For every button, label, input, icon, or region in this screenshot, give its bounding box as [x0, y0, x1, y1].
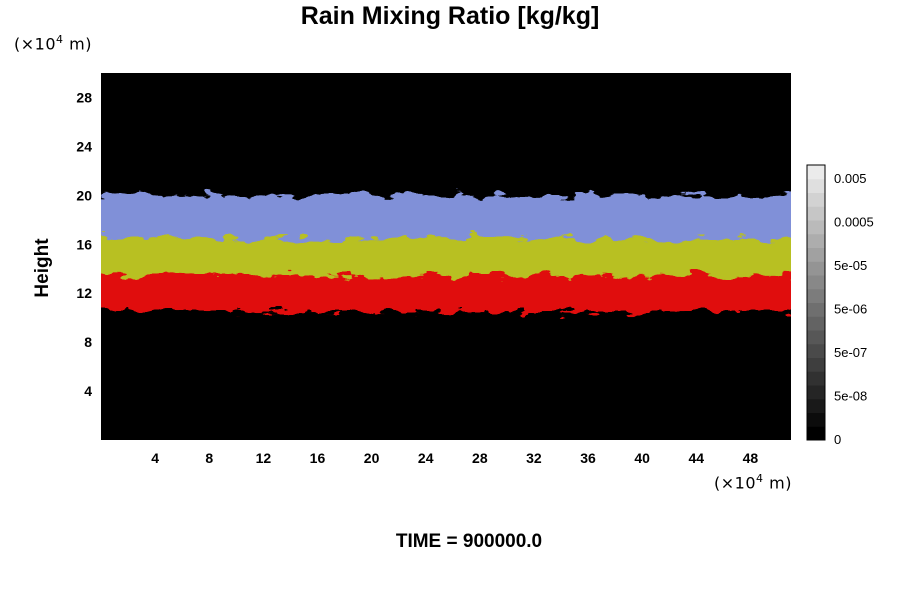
colorbar-swatch — [807, 220, 825, 235]
colorbar-swatch — [807, 247, 825, 262]
chart-title: Rain Mixing Ratio [kg/kg] — [300, 2, 600, 30]
x-tick-label: 20 — [364, 450, 380, 466]
colorbar-label: 5e-05 — [834, 258, 867, 273]
colorbar-swatch — [807, 426, 825, 441]
rain-band-3 — [101, 195, 791, 239]
x-axis-unit: (×104 m) — [714, 472, 792, 493]
colorbar-swatch — [807, 357, 825, 372]
colorbar-swatch — [807, 206, 825, 221]
x-tick-label: 40 — [634, 450, 650, 466]
y-tick-label: 8 — [84, 334, 92, 350]
colorbar-swatch — [807, 330, 825, 345]
y-tick-label: 16 — [76, 236, 92, 252]
colorbar-label: 0.005 — [834, 171, 867, 186]
x-tick-label: 8 — [205, 450, 213, 466]
x-tick-label: 36 — [580, 450, 596, 466]
x-tick-label: 44 — [689, 450, 705, 466]
x-tick-label: 16 — [310, 450, 326, 466]
x-tick-label: 12 — [256, 450, 272, 466]
colorbar-label: 5e-08 — [834, 389, 867, 404]
colorbar-swatch — [807, 178, 825, 193]
colorbar: 0.005 0.0005 5e-05 5e-06 5e-07 5e-08 0 — [806, 164, 874, 447]
colorbar-swatch — [807, 192, 825, 207]
y-tick-label: 12 — [76, 285, 92, 301]
y-tick-label: 24 — [76, 138, 92, 154]
colorbar-swatch — [807, 288, 825, 303]
colorbar-frame — [806, 164, 826, 441]
colorbar-swatch — [807, 398, 825, 413]
x-tick-label: 24 — [418, 450, 434, 466]
colorbar-label: 0.0005 — [834, 215, 874, 230]
x-tick-label: 32 — [526, 450, 542, 466]
y-tick-label: 28 — [76, 89, 92, 105]
y-tick-label: 20 — [76, 187, 92, 203]
rain-field — [101, 195, 791, 312]
colorbar-label: 5e-07 — [834, 345, 867, 360]
x-tick-label: 28 — [472, 450, 488, 466]
colorbar-label: 5e-06 — [834, 302, 867, 317]
colorbar-label: 0 — [834, 432, 841, 447]
colorbar-swatch — [807, 385, 825, 400]
colorbar-swatch — [807, 412, 825, 427]
colorbar-swatch — [807, 165, 825, 180]
colorbar-swatch — [807, 343, 825, 358]
colorbar-swatch — [807, 275, 825, 290]
y-axis-unit: (×104 m) — [14, 33, 92, 54]
colorbar-swatch — [807, 261, 825, 276]
colorbar-swatch — [807, 316, 825, 331]
time-label: TIME = 900000.0 — [395, 531, 543, 552]
x-tick-label: 48 — [743, 450, 759, 466]
colorbar-swatch — [807, 233, 825, 248]
colorbar-swatch — [807, 371, 825, 386]
y-tick-label: 4 — [84, 383, 92, 399]
x-tick-label: 4 — [151, 450, 159, 466]
colorbar-swatch — [807, 302, 825, 317]
